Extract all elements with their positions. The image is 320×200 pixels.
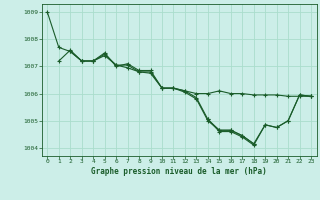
X-axis label: Graphe pression niveau de la mer (hPa): Graphe pression niveau de la mer (hPa) bbox=[91, 167, 267, 176]
